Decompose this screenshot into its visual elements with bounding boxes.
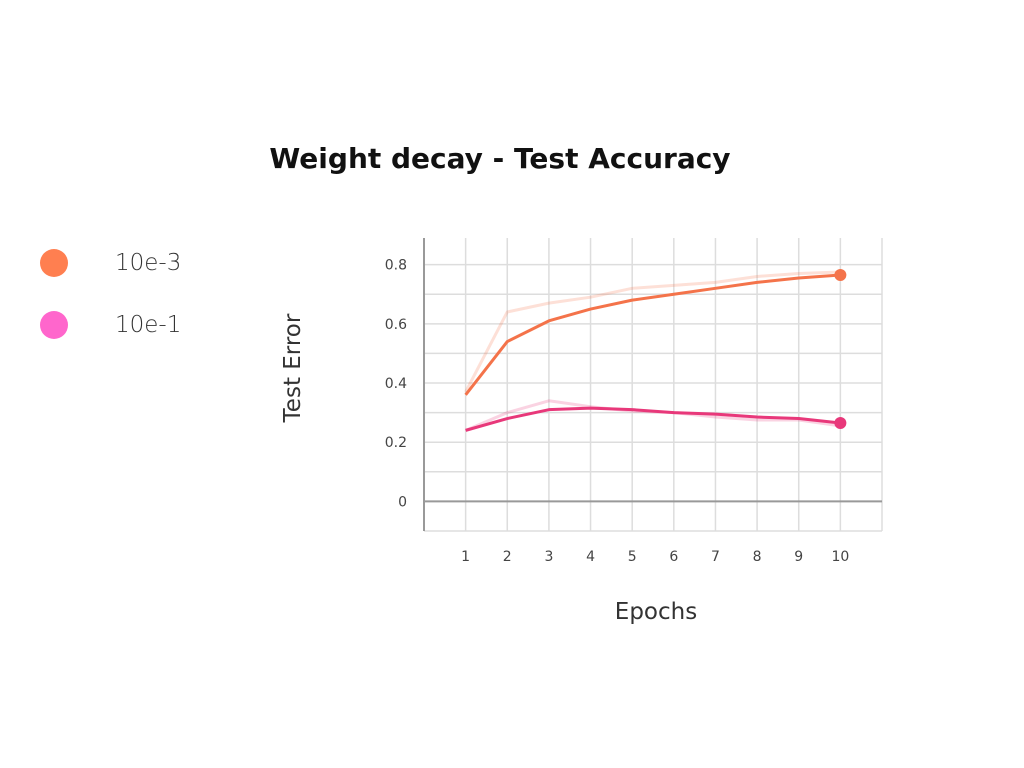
x-tick-label: 6 [669,549,678,565]
series-lines [464,268,847,432]
legend-dot-icon [40,311,68,339]
x-tick-label: 10 [831,549,849,565]
x-tick-label: 4 [586,549,595,565]
chart-title: Weight decay - Test Accuracy [269,142,731,175]
axes [423,238,882,531]
legend-label: 10e-1 [115,312,182,338]
series-end-point [834,268,847,281]
x-tick-label: 3 [544,549,553,565]
grid [423,238,883,532]
series-line [465,406,841,432]
y-tick-label: 0.2 [385,435,407,451]
legend-dot-icon [40,249,68,277]
y-tick-label: 0.4 [385,376,407,392]
y-tick-label: 0.8 [385,258,407,274]
x-tick-label: 5 [628,549,637,565]
x-tick-label: 8 [753,549,762,565]
legend-item-10e-3[interactable]: 10e-3 [40,248,181,278]
y-tick-label: 0.6 [385,317,407,333]
legend-item-10e-1[interactable]: 10e-1 [40,310,181,340]
tick-labels: 0 0.2 0.4 0.6 0.8 1 2 3 4 5 6 7 8 9 10 [385,258,850,565]
x-tick-label: 2 [503,549,512,565]
x-tick-label: 7 [711,549,720,565]
series-end-point [834,416,847,429]
series-line [464,273,841,396]
x-axis-label: Epochs [614,599,698,625]
x-tick-label: 1 [461,549,470,565]
y-tick-label: 0 [398,494,407,510]
series-raw-line [464,270,841,393]
x-tick-label: 9 [794,549,803,565]
legend-label: 10e-3 [115,250,182,276]
